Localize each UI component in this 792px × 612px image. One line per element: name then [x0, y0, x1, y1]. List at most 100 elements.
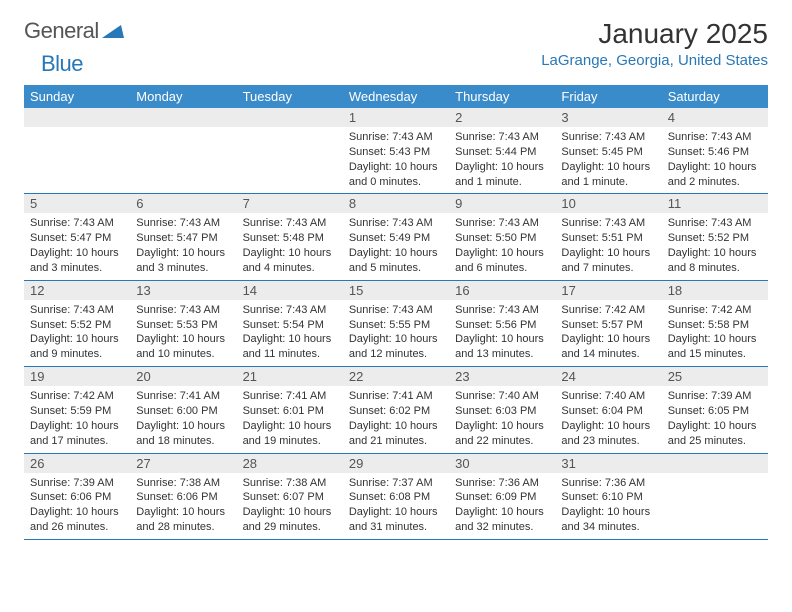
day-cell: 18Sunrise: 7:42 AMSunset: 5:58 PMDayligh… — [662, 281, 768, 366]
day-number: 16 — [449, 281, 555, 300]
day-details: Sunrise: 7:43 AMSunset: 5:44 PMDaylight:… — [449, 127, 555, 193]
day-details: Sunrise: 7:40 AMSunset: 6:04 PMDaylight:… — [555, 386, 661, 452]
day-number: 5 — [24, 194, 130, 213]
location: LaGrange, Georgia, United States — [541, 52, 768, 69]
day-number: 27 — [130, 454, 236, 473]
day-cell: 6Sunrise: 7:43 AMSunset: 5:47 PMDaylight… — [130, 194, 236, 279]
day-details: Sunrise: 7:42 AMSunset: 5:59 PMDaylight:… — [24, 386, 130, 452]
week-row: 5Sunrise: 7:43 AMSunset: 5:47 PMDaylight… — [24, 194, 768, 280]
day-number: 3 — [555, 108, 661, 127]
day-cell: 11Sunrise: 7:43 AMSunset: 5:52 PMDayligh… — [662, 194, 768, 279]
day-details: Sunrise: 7:42 AMSunset: 5:58 PMDaylight:… — [662, 300, 768, 366]
day-details: Sunrise: 7:36 AMSunset: 6:09 PMDaylight:… — [449, 473, 555, 539]
day-number — [130, 108, 236, 127]
day-number: 11 — [662, 194, 768, 213]
day-cell: 17Sunrise: 7:42 AMSunset: 5:57 PMDayligh… — [555, 281, 661, 366]
empty-cell — [662, 454, 768, 539]
day-cell: 20Sunrise: 7:41 AMSunset: 6:00 PMDayligh… — [130, 367, 236, 452]
day-cell: 28Sunrise: 7:38 AMSunset: 6:07 PMDayligh… — [237, 454, 343, 539]
logo: General — [24, 18, 124, 44]
day-number: 15 — [343, 281, 449, 300]
day-details: Sunrise: 7:43 AMSunset: 5:46 PMDaylight:… — [662, 127, 768, 193]
calendar-grid: 1Sunrise: 7:43 AMSunset: 5:43 PMDaylight… — [24, 108, 768, 540]
day-cell: 5Sunrise: 7:43 AMSunset: 5:47 PMDaylight… — [24, 194, 130, 279]
day-details: Sunrise: 7:41 AMSunset: 6:02 PMDaylight:… — [343, 386, 449, 452]
day-number — [237, 108, 343, 127]
day-number: 28 — [237, 454, 343, 473]
day-details: Sunrise: 7:43 AMSunset: 5:56 PMDaylight:… — [449, 300, 555, 366]
week-row: 12Sunrise: 7:43 AMSunset: 5:52 PMDayligh… — [24, 281, 768, 367]
day-details: Sunrise: 7:43 AMSunset: 5:47 PMDaylight:… — [24, 213, 130, 279]
empty-cell — [237, 108, 343, 193]
day-cell: 25Sunrise: 7:39 AMSunset: 6:05 PMDayligh… — [662, 367, 768, 452]
day-number: 22 — [343, 367, 449, 386]
day-cell: 24Sunrise: 7:40 AMSunset: 6:04 PMDayligh… — [555, 367, 661, 452]
day-details: Sunrise: 7:38 AMSunset: 6:06 PMDaylight:… — [130, 473, 236, 539]
day-details: Sunrise: 7:39 AMSunset: 6:05 PMDaylight:… — [662, 386, 768, 452]
day-details: Sunrise: 7:43 AMSunset: 5:55 PMDaylight:… — [343, 300, 449, 366]
day-number: 9 — [449, 194, 555, 213]
logo-text-2: Blue — [41, 51, 83, 77]
day-number: 18 — [662, 281, 768, 300]
week-row: 26Sunrise: 7:39 AMSunset: 6:06 PMDayligh… — [24, 454, 768, 540]
day-number: 14 — [237, 281, 343, 300]
day-number: 7 — [237, 194, 343, 213]
day-cell: 29Sunrise: 7:37 AMSunset: 6:08 PMDayligh… — [343, 454, 449, 539]
day-cell: 3Sunrise: 7:43 AMSunset: 5:45 PMDaylight… — [555, 108, 661, 193]
day-cell: 15Sunrise: 7:43 AMSunset: 5:55 PMDayligh… — [343, 281, 449, 366]
day-cell: 22Sunrise: 7:41 AMSunset: 6:02 PMDayligh… — [343, 367, 449, 452]
day-details: Sunrise: 7:37 AMSunset: 6:08 PMDaylight:… — [343, 473, 449, 539]
day-details: Sunrise: 7:43 AMSunset: 5:47 PMDaylight:… — [130, 213, 236, 279]
day-details: Sunrise: 7:41 AMSunset: 6:01 PMDaylight:… — [237, 386, 343, 452]
day-details: Sunrise: 7:43 AMSunset: 5:49 PMDaylight:… — [343, 213, 449, 279]
day-number: 21 — [237, 367, 343, 386]
day-cell: 23Sunrise: 7:40 AMSunset: 6:03 PMDayligh… — [449, 367, 555, 452]
week-row: 19Sunrise: 7:42 AMSunset: 5:59 PMDayligh… — [24, 367, 768, 453]
day-details: Sunrise: 7:41 AMSunset: 6:00 PMDaylight:… — [130, 386, 236, 452]
day-number: 24 — [555, 367, 661, 386]
day-number: 30 — [449, 454, 555, 473]
day-number: 2 — [449, 108, 555, 127]
day-details: Sunrise: 7:43 AMSunset: 5:45 PMDaylight:… — [555, 127, 661, 193]
day-details: Sunrise: 7:43 AMSunset: 5:54 PMDaylight:… — [237, 300, 343, 366]
weekday-label: Saturday — [662, 85, 768, 108]
day-number: 23 — [449, 367, 555, 386]
day-cell: 10Sunrise: 7:43 AMSunset: 5:51 PMDayligh… — [555, 194, 661, 279]
day-cell: 13Sunrise: 7:43 AMSunset: 5:53 PMDayligh… — [130, 281, 236, 366]
day-details: Sunrise: 7:43 AMSunset: 5:43 PMDaylight:… — [343, 127, 449, 193]
day-number: 25 — [662, 367, 768, 386]
title-block: January 2025 LaGrange, Georgia, United S… — [541, 18, 768, 69]
empty-cell — [130, 108, 236, 193]
day-number: 12 — [24, 281, 130, 300]
day-details: Sunrise: 7:43 AMSunset: 5:53 PMDaylight:… — [130, 300, 236, 366]
day-cell: 2Sunrise: 7:43 AMSunset: 5:44 PMDaylight… — [449, 108, 555, 193]
logo-triangle-icon — [102, 18, 124, 44]
day-cell: 12Sunrise: 7:43 AMSunset: 5:52 PMDayligh… — [24, 281, 130, 366]
empty-cell — [24, 108, 130, 193]
day-cell: 19Sunrise: 7:42 AMSunset: 5:59 PMDayligh… — [24, 367, 130, 452]
day-cell: 7Sunrise: 7:43 AMSunset: 5:48 PMDaylight… — [237, 194, 343, 279]
day-cell: 21Sunrise: 7:41 AMSunset: 6:01 PMDayligh… — [237, 367, 343, 452]
weekday-label: Sunday — [24, 85, 130, 108]
weekday-label: Monday — [130, 85, 236, 108]
day-details: Sunrise: 7:40 AMSunset: 6:03 PMDaylight:… — [449, 386, 555, 452]
day-details: Sunrise: 7:36 AMSunset: 6:10 PMDaylight:… — [555, 473, 661, 539]
day-cell: 26Sunrise: 7:39 AMSunset: 6:06 PMDayligh… — [24, 454, 130, 539]
weekday-header: SundayMondayTuesdayWednesdayThursdayFrid… — [24, 85, 768, 108]
day-number: 20 — [130, 367, 236, 386]
day-details: Sunrise: 7:43 AMSunset: 5:52 PMDaylight:… — [662, 213, 768, 279]
day-details: Sunrise: 7:38 AMSunset: 6:07 PMDaylight:… — [237, 473, 343, 539]
week-row: 1Sunrise: 7:43 AMSunset: 5:43 PMDaylight… — [24, 108, 768, 194]
day-number: 6 — [130, 194, 236, 213]
day-number: 17 — [555, 281, 661, 300]
day-number: 26 — [24, 454, 130, 473]
day-cell: 14Sunrise: 7:43 AMSunset: 5:54 PMDayligh… — [237, 281, 343, 366]
month-title: January 2025 — [541, 18, 768, 50]
day-cell: 8Sunrise: 7:43 AMSunset: 5:49 PMDaylight… — [343, 194, 449, 279]
day-details: Sunrise: 7:43 AMSunset: 5:52 PMDaylight:… — [24, 300, 130, 366]
logo-text-1: General — [24, 18, 99, 44]
day-number — [662, 454, 768, 473]
day-cell: 4Sunrise: 7:43 AMSunset: 5:46 PMDaylight… — [662, 108, 768, 193]
day-number: 4 — [662, 108, 768, 127]
day-cell: 27Sunrise: 7:38 AMSunset: 6:06 PMDayligh… — [130, 454, 236, 539]
